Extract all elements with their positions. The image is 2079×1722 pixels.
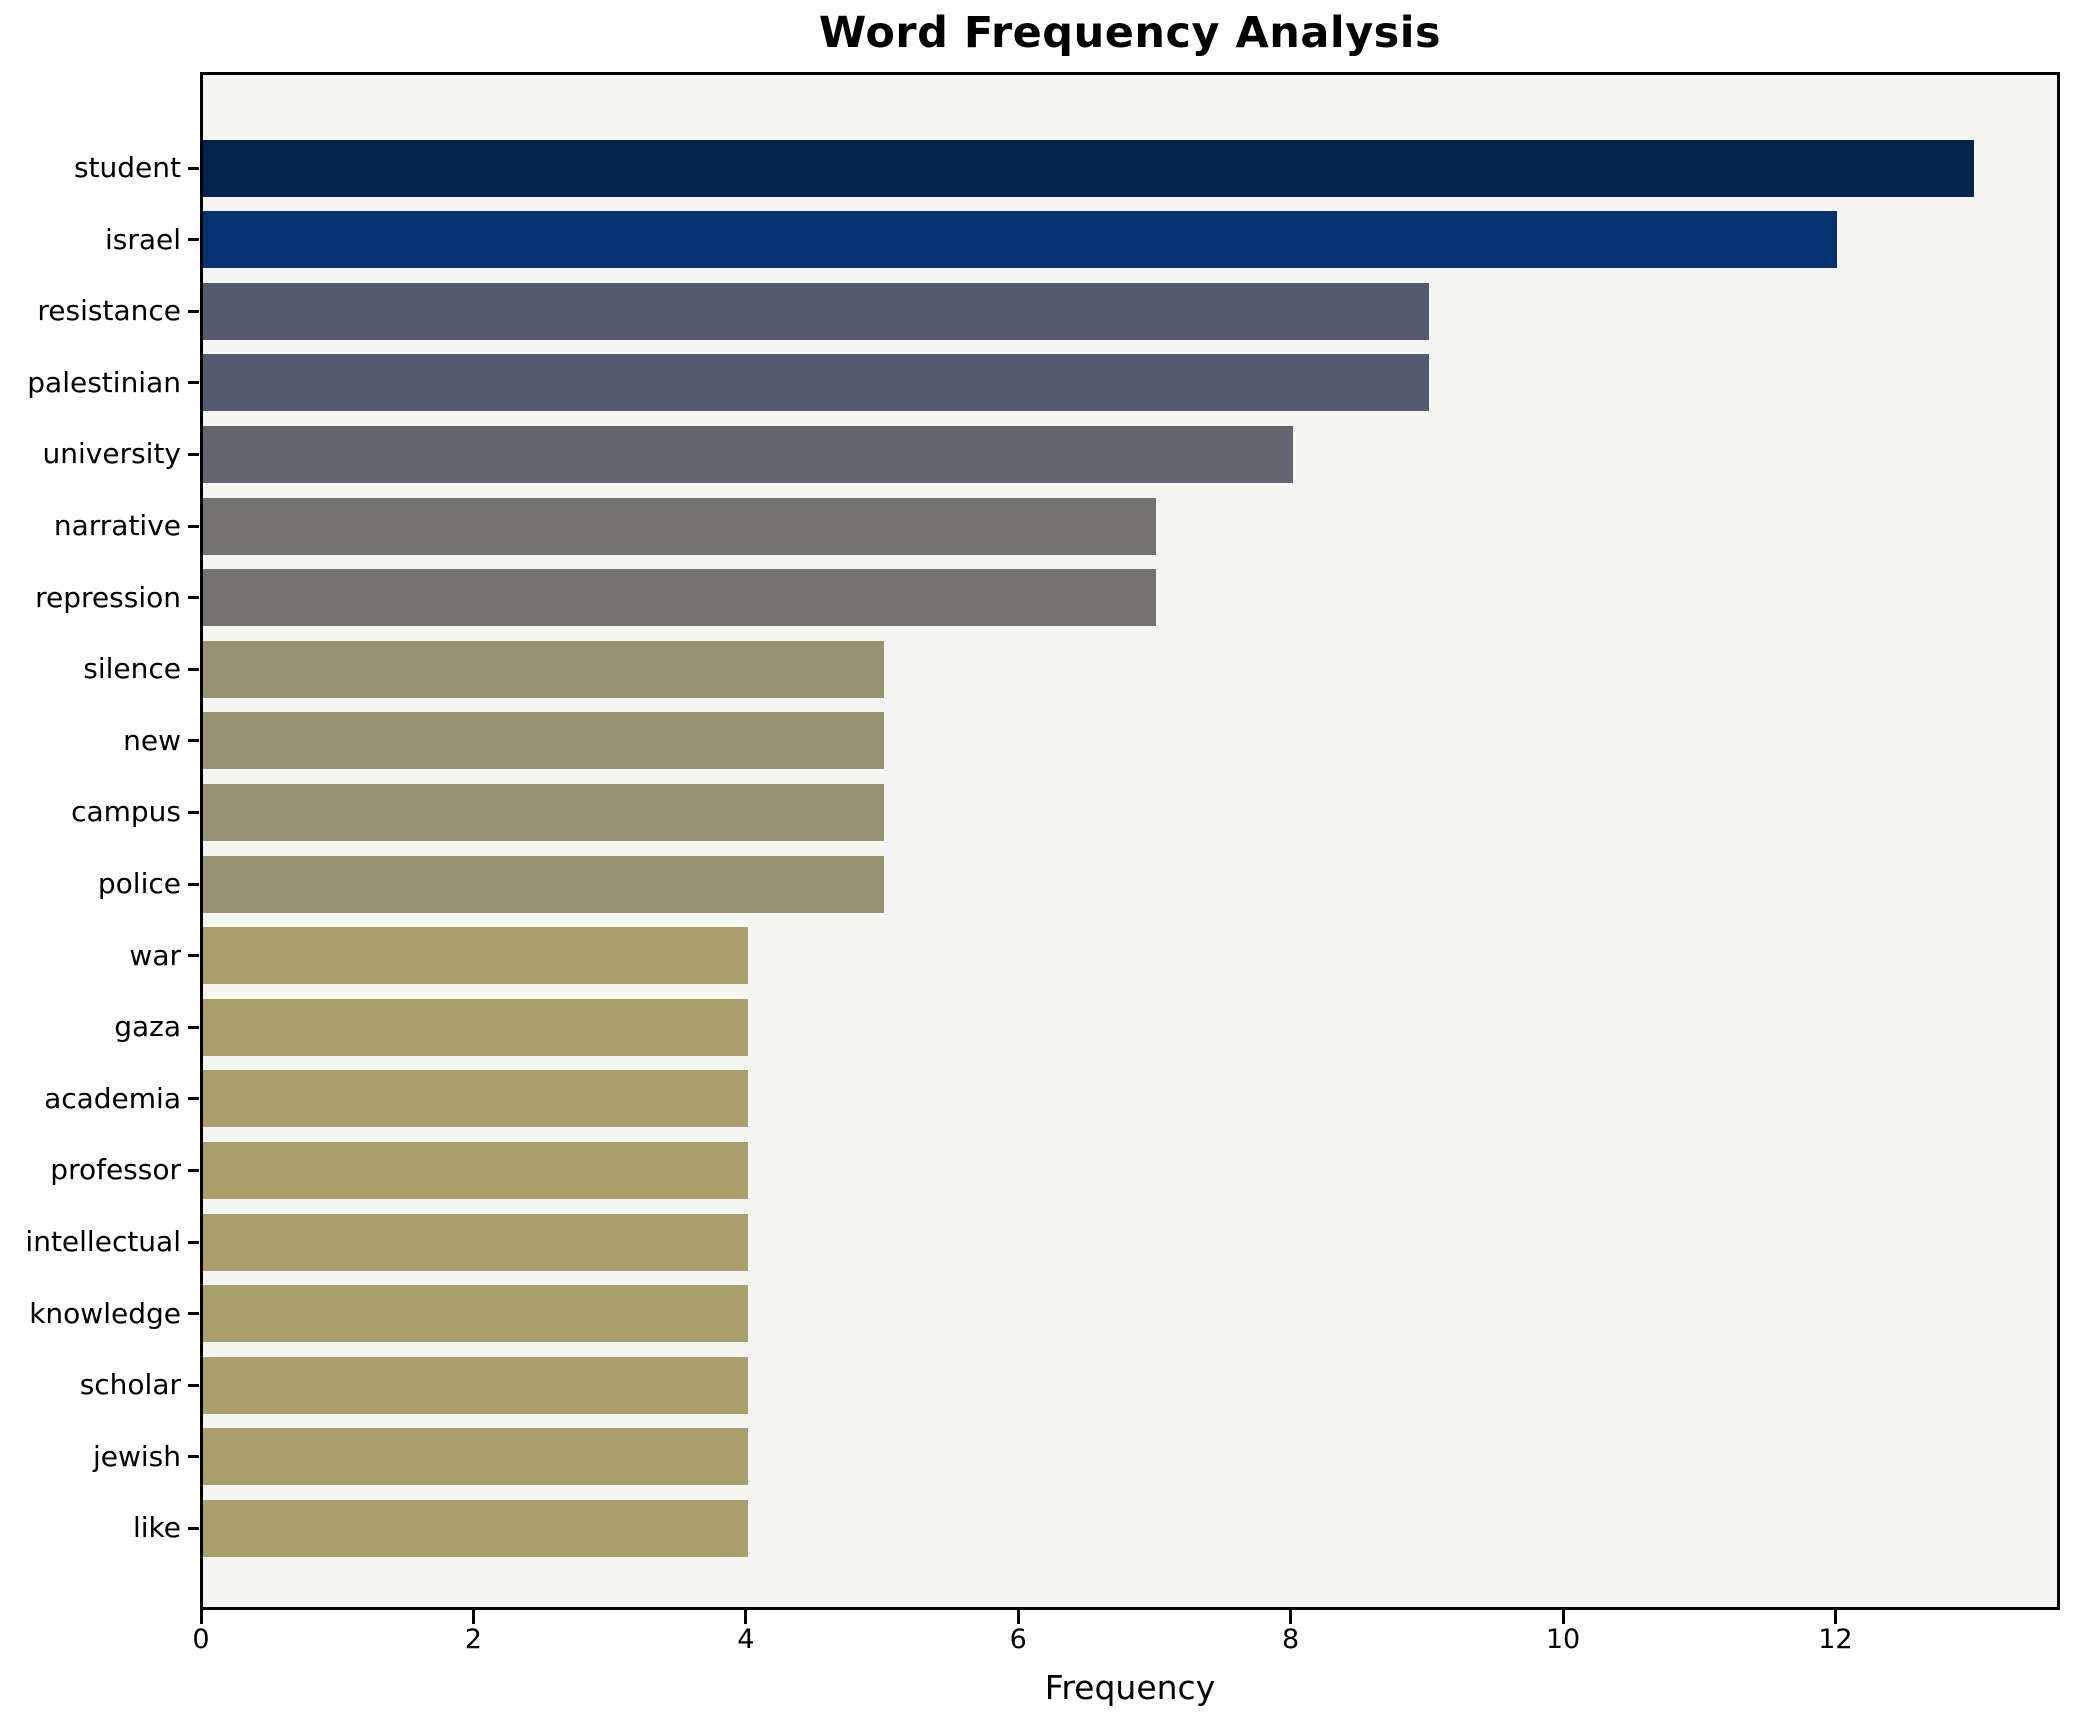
bar-narrative — [203, 497, 1156, 555]
bar-silence — [203, 640, 884, 698]
y-tick-label-professor: professor — [50, 1153, 181, 1187]
y-tick-mark — [188, 1455, 199, 1459]
y-tick-mark — [188, 238, 199, 242]
x-axis-label: Frequency — [1044, 1668, 1216, 1707]
y-tick-mark — [188, 1312, 199, 1316]
y-tick-mark — [188, 381, 199, 385]
bar-israel — [203, 211, 1837, 269]
bar-intellectual — [203, 1213, 748, 1271]
y-tick-mark — [188, 954, 199, 958]
bar-gaza — [203, 998, 748, 1056]
x-tick-mark — [744, 1610, 748, 1624]
y-tick-label-jewish: jewish — [92, 1439, 181, 1473]
y-tick-mark — [188, 166, 199, 170]
x-tick-label-4: 4 — [737, 1624, 755, 1655]
x-tick-label-12: 12 — [1818, 1624, 1853, 1655]
y-tick-label-resistance: resistance — [37, 294, 181, 328]
y-tick-label-university: university — [42, 437, 182, 471]
bar-scholar — [203, 1356, 748, 1414]
y-tick-mark — [188, 1526, 199, 1530]
x-tick-mark — [1016, 1610, 1020, 1624]
chart-title: Word Frequency Analysis — [818, 8, 1442, 58]
bar-jewish — [203, 1428, 748, 1486]
x-tick-label-0: 0 — [192, 1624, 210, 1655]
y-tick-label-gaza: gaza — [114, 1010, 181, 1044]
x-tick-label-2: 2 — [464, 1624, 482, 1655]
y-tick-label-campus: campus — [71, 795, 181, 829]
y-tick-mark — [188, 1240, 199, 1244]
y-tick-label-israel: israel — [104, 222, 181, 256]
bar-repression — [203, 569, 1156, 627]
y-tick-label-academia: academia — [44, 1081, 181, 1115]
y-tick-label-repression: repression — [35, 580, 181, 614]
bar-police — [203, 855, 884, 913]
x-tick-mark — [199, 1610, 203, 1624]
y-tick-mark — [188, 596, 199, 600]
bar-like — [203, 1499, 748, 1557]
y-tick-label-knowledge: knowledge — [29, 1296, 181, 1330]
y-tick-label-like: like — [132, 1511, 181, 1545]
bar-new — [203, 712, 884, 770]
x-tick-mark — [1561, 1610, 1565, 1624]
y-tick-mark — [188, 882, 199, 886]
y-tick-mark — [188, 1168, 199, 1172]
bar-academia — [203, 1070, 748, 1128]
y-tick-mark — [188, 452, 199, 456]
bar-professor — [203, 1141, 748, 1199]
y-tick-mark — [188, 309, 199, 313]
y-tick-label-narrative: narrative — [53, 509, 181, 542]
y-tick-label-police: police — [97, 867, 181, 900]
y-tick-mark — [188, 1383, 199, 1387]
y-tick-label-scholar: scholar — [79, 1368, 181, 1402]
bar-knowledge — [203, 1285, 748, 1343]
x-tick-label-6: 6 — [1009, 1624, 1027, 1655]
y-tick-label-intellectual: intellectual — [25, 1225, 181, 1258]
y-tick-label-palestinian: palestinian — [27, 365, 181, 399]
y-tick-mark — [188, 1097, 199, 1101]
y-tick-mark — [188, 524, 199, 528]
y-tick-label-new: new — [123, 723, 181, 757]
bar-student — [203, 139, 1974, 197]
x-tick-mark — [471, 1610, 475, 1624]
plot-area — [200, 72, 2060, 1610]
y-tick-label-war: war — [129, 938, 181, 972]
x-tick-mark — [1289, 1610, 1293, 1624]
y-tick-mark — [188, 667, 199, 671]
x-tick-mark — [1833, 1610, 1837, 1624]
bar-resistance — [203, 282, 1429, 340]
bar-university — [203, 425, 1293, 483]
y-tick-label-student: student — [73, 151, 181, 184]
y-tick-mark — [188, 739, 199, 743]
y-tick-mark — [188, 810, 199, 814]
bar-palestinian — [203, 354, 1429, 412]
x-tick-label-8: 8 — [1282, 1624, 1300, 1655]
bar-war — [203, 927, 748, 985]
x-tick-label-10: 10 — [1545, 1624, 1581, 1655]
bar-campus — [203, 783, 884, 841]
y-tick-label-silence: silence — [83, 652, 181, 686]
y-tick-mark — [188, 1025, 199, 1029]
